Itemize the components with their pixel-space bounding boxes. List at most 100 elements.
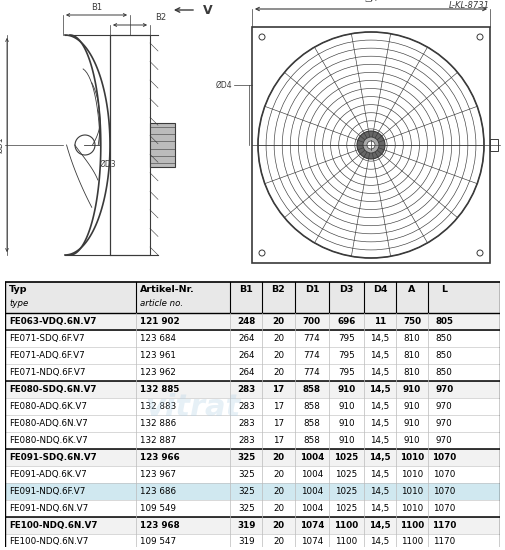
Text: 858: 858 (304, 436, 320, 444)
Polygon shape (5, 432, 500, 449)
Text: D3: D3 (339, 285, 353, 294)
Text: 283: 283 (238, 402, 255, 411)
Text: 910: 910 (403, 384, 421, 394)
Text: □A: □A (365, 0, 377, 3)
Text: FE080-ADQ.6N.V7: FE080-ADQ.6N.V7 (9, 419, 88, 428)
Text: 14,5: 14,5 (369, 453, 391, 461)
Text: 810: 810 (403, 351, 421, 360)
Text: 132 887: 132 887 (140, 436, 176, 444)
Text: 750: 750 (403, 317, 421, 326)
Text: 14,5: 14,5 (370, 436, 389, 444)
Polygon shape (5, 381, 500, 398)
Text: 20: 20 (273, 537, 284, 547)
Text: V: V (203, 3, 213, 16)
Text: Typ: Typ (9, 285, 27, 294)
Text: 20: 20 (273, 351, 284, 360)
Text: 1070: 1070 (433, 504, 456, 513)
Text: 283: 283 (238, 436, 255, 444)
Circle shape (363, 137, 379, 153)
Text: 805: 805 (435, 317, 453, 326)
Text: 795: 795 (338, 368, 355, 377)
Text: 17: 17 (273, 419, 284, 428)
Text: 20: 20 (273, 487, 284, 496)
Polygon shape (5, 466, 500, 482)
Text: D1: D1 (305, 285, 319, 294)
Text: 11: 11 (374, 317, 386, 326)
Text: 283: 283 (237, 384, 256, 394)
Polygon shape (5, 398, 500, 415)
Text: 123 967: 123 967 (140, 470, 176, 478)
Text: 319: 319 (237, 520, 256, 530)
Text: 325: 325 (238, 487, 255, 496)
Text: 17: 17 (272, 384, 285, 394)
Text: 1010: 1010 (401, 504, 423, 513)
Text: 1074: 1074 (301, 537, 323, 547)
Text: 325: 325 (238, 470, 255, 478)
Text: 1004: 1004 (301, 487, 323, 496)
Text: 14,5: 14,5 (370, 470, 389, 478)
Circle shape (357, 131, 385, 159)
Text: 850: 850 (436, 368, 452, 377)
Text: 858: 858 (304, 419, 320, 428)
Text: 970: 970 (436, 402, 452, 411)
Text: 20: 20 (273, 470, 284, 478)
Text: 121 902: 121 902 (140, 317, 180, 326)
Text: 774: 774 (304, 368, 320, 377)
Text: 132 883: 132 883 (140, 402, 176, 411)
Text: 283: 283 (238, 419, 255, 428)
Text: 910: 910 (404, 419, 421, 428)
Text: article no.: article no. (140, 299, 183, 308)
Text: 123 966: 123 966 (140, 453, 180, 461)
Text: 325: 325 (237, 453, 256, 461)
Text: FE100-NDQ.6N.V7: FE100-NDQ.6N.V7 (9, 537, 88, 547)
Polygon shape (5, 449, 500, 466)
Text: 810: 810 (403, 368, 421, 377)
Text: 1100: 1100 (401, 537, 423, 547)
Text: FE080-NDQ.6K.V7: FE080-NDQ.6K.V7 (9, 436, 88, 444)
Text: FE091-ADQ.6K.V7: FE091-ADQ.6K.V7 (9, 470, 87, 478)
Text: 774: 774 (304, 334, 320, 343)
Text: 774: 774 (304, 351, 320, 360)
Text: 910: 910 (338, 436, 355, 444)
Text: 14,5: 14,5 (370, 368, 389, 377)
Text: 1025: 1025 (335, 504, 358, 513)
Text: B2: B2 (155, 13, 166, 22)
Text: 319: 319 (238, 537, 255, 547)
Text: FE063-VDQ.6N.V7: FE063-VDQ.6N.V7 (9, 317, 96, 326)
Text: 132 886: 132 886 (140, 419, 176, 428)
Polygon shape (5, 346, 500, 364)
Text: FE071-NDQ.6F.V7: FE071-NDQ.6F.V7 (9, 368, 85, 377)
Text: 970: 970 (436, 436, 452, 444)
Text: 109 547: 109 547 (140, 537, 176, 547)
Polygon shape (5, 534, 500, 550)
Text: FE100-NDQ.6N.V7: FE100-NDQ.6N.V7 (9, 520, 97, 530)
Text: 1004: 1004 (300, 453, 324, 461)
Text: 20: 20 (273, 334, 284, 343)
Polygon shape (5, 516, 500, 534)
Text: B2: B2 (272, 285, 285, 294)
Text: 1010: 1010 (401, 470, 423, 478)
Text: 14,5: 14,5 (370, 504, 389, 513)
Text: 1070: 1070 (433, 487, 456, 496)
Text: 1070: 1070 (432, 453, 457, 461)
Text: ØD3: ØD3 (100, 160, 117, 169)
Text: 1070: 1070 (433, 470, 456, 478)
Polygon shape (5, 330, 500, 346)
Text: 109 549: 109 549 (140, 504, 176, 513)
Text: type: type (9, 299, 28, 308)
Text: 700: 700 (303, 317, 321, 326)
Text: ØD1: ØD1 (0, 137, 4, 153)
Text: 123 962: 123 962 (140, 368, 176, 377)
Text: FE091-SDQ.6N.V7: FE091-SDQ.6N.V7 (9, 453, 97, 461)
Text: FE080-SDQ.6N.V7: FE080-SDQ.6N.V7 (9, 384, 96, 394)
Text: A: A (409, 285, 416, 294)
Text: 123 686: 123 686 (140, 487, 176, 496)
Text: 910: 910 (338, 419, 355, 428)
Text: 325: 325 (238, 504, 255, 513)
Polygon shape (5, 415, 500, 432)
Text: 910: 910 (337, 384, 356, 394)
Polygon shape (5, 364, 500, 381)
Text: 696: 696 (337, 317, 356, 326)
Text: 123 961: 123 961 (140, 351, 176, 360)
Text: 810: 810 (403, 334, 421, 343)
